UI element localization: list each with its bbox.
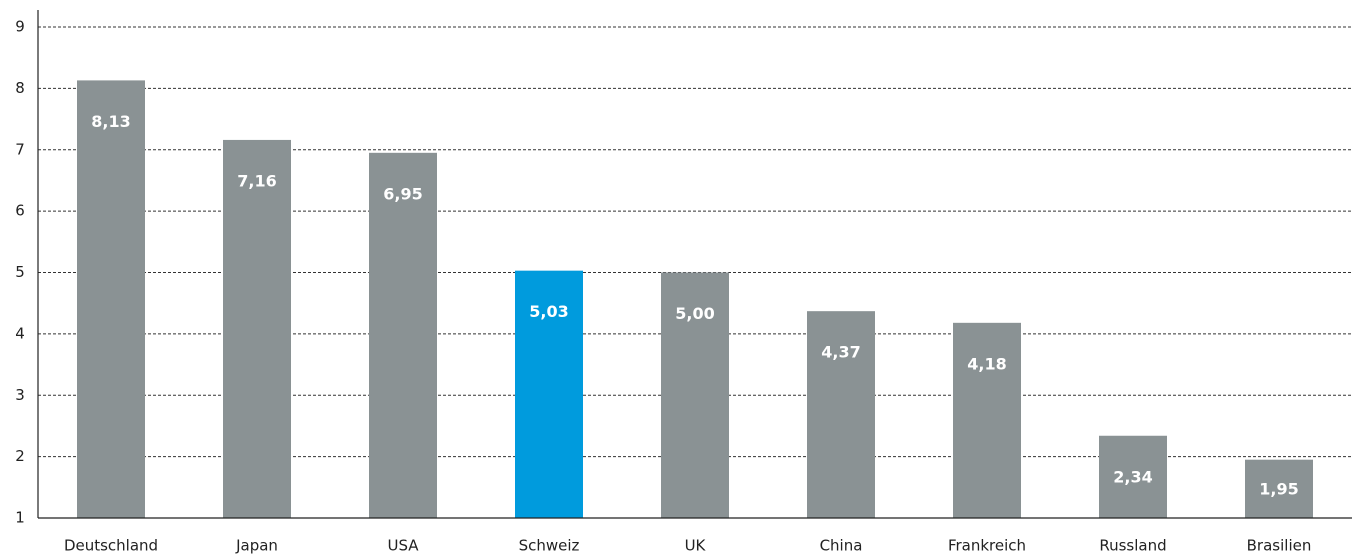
x-tick-label: Deutschland bbox=[64, 537, 158, 555]
y-tick-label: 3 bbox=[15, 386, 25, 404]
y-tick-label: 1 bbox=[15, 509, 25, 527]
bar bbox=[807, 311, 875, 518]
bar bbox=[515, 270, 583, 518]
value-label: 7,16 bbox=[237, 171, 276, 190]
y-tick-label: 7 bbox=[15, 140, 25, 158]
value-label: 4,37 bbox=[821, 343, 860, 362]
x-tick-label: UK bbox=[685, 537, 707, 555]
value-label: 5,03 bbox=[529, 302, 568, 321]
value-label: 6,95 bbox=[383, 184, 422, 203]
bar bbox=[1099, 435, 1167, 518]
value-label: 1,95 bbox=[1259, 480, 1298, 499]
value-label: 4,18 bbox=[967, 354, 1006, 373]
x-tick-label: China bbox=[820, 537, 863, 555]
value-label: 5,00 bbox=[675, 304, 714, 323]
y-tick-label: 6 bbox=[15, 202, 25, 220]
bar bbox=[953, 322, 1021, 518]
bar bbox=[77, 80, 145, 519]
x-tick-label: Russland bbox=[1099, 537, 1166, 555]
x-tick-label: Schweiz bbox=[519, 537, 580, 555]
value-label: 8,13 bbox=[91, 112, 130, 131]
y-tick-label: 9 bbox=[15, 18, 25, 36]
y-tick-label: 8 bbox=[15, 79, 25, 97]
bar bbox=[369, 152, 437, 518]
x-tick-label: Frankreich bbox=[948, 537, 1026, 555]
value-label: 2,34 bbox=[1113, 467, 1152, 486]
bar bbox=[223, 139, 291, 518]
bar bbox=[661, 272, 729, 518]
y-tick-label: 5 bbox=[15, 263, 25, 281]
x-tick-label: USA bbox=[387, 537, 419, 555]
x-tick-label: Brasilien bbox=[1247, 537, 1312, 555]
x-tick-label: Japan bbox=[235, 537, 278, 555]
y-tick-label: 4 bbox=[15, 324, 25, 342]
y-tick-label: 2 bbox=[15, 447, 25, 465]
bar bbox=[1245, 459, 1313, 518]
